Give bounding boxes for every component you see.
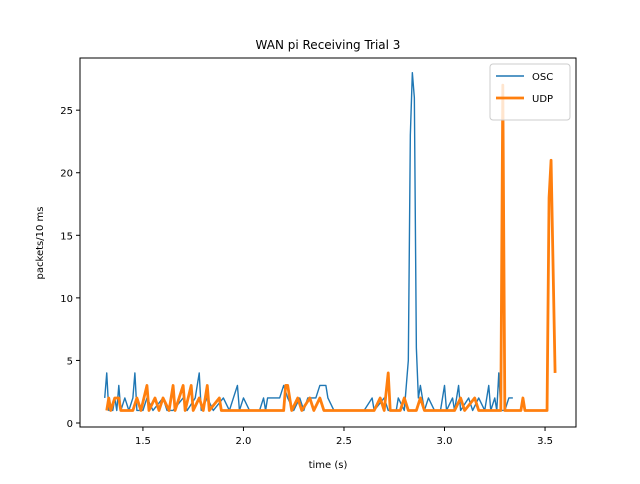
series-line	[105, 83, 557, 412]
chart-title: WAN pi Receiving Trial 3	[256, 38, 401, 52]
legend-label: OSC	[532, 72, 553, 83]
y-tick-label: 5	[67, 356, 73, 367]
series-line	[104, 71, 513, 412]
x-tick-label: 3.0	[437, 436, 453, 447]
plot-frame	[79, 57, 577, 428]
x-tick-label: 2.5	[336, 436, 352, 447]
y-tick-label: 15	[60, 231, 73, 242]
y-axis-label: packets/10 ms	[35, 207, 46, 280]
legend-label: UDP	[532, 94, 553, 105]
y-tick-label: 0	[67, 419, 73, 430]
x-axis-label: time (s)	[309, 460, 348, 471]
x-tick-label: 3.5	[537, 436, 553, 447]
x-tick-label: 2.0	[236, 436, 252, 447]
y-tick-label: 20	[60, 169, 73, 180]
y-tick-label: 10	[60, 294, 73, 305]
y-tick-label: 25	[60, 106, 73, 117]
x-tick-label: 1.5	[135, 436, 151, 447]
legend-box	[489, 63, 571, 121]
